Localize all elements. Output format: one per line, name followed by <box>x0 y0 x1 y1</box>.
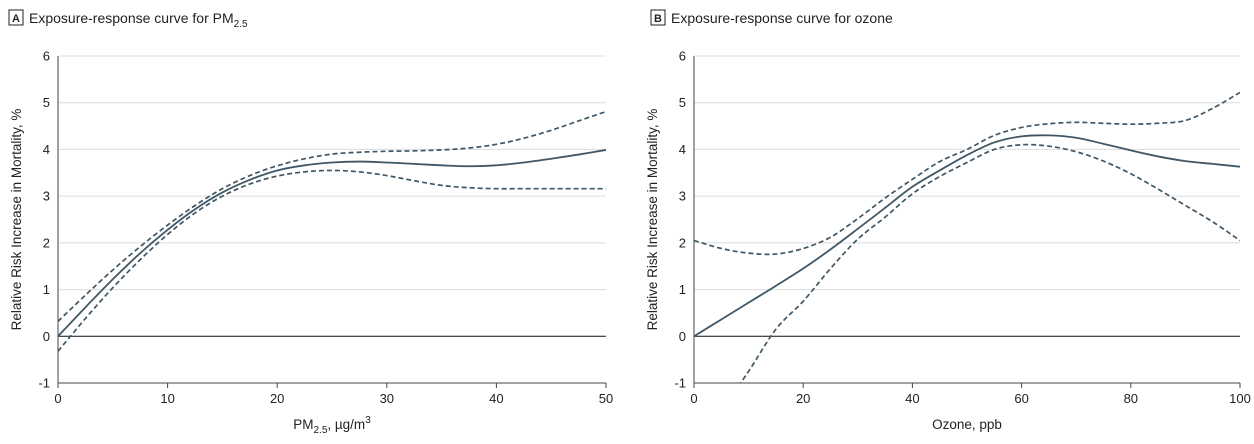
panel-b-grid <box>694 55 1240 337</box>
panel-b-upper-ci-line <box>694 91 1240 256</box>
panel-a-x-tick-label: 10 <box>160 391 174 406</box>
panel-b-title-main: Exposure-response curve for ozone <box>671 10 893 26</box>
panel-a-x-axis-label: PM2.5, µg/m3 <box>293 415 371 436</box>
panel-a-y-tick-label: 0 <box>43 329 50 344</box>
panel-a-upper-ci-line <box>58 110 606 322</box>
panel-b-y-tick-label: 6 <box>679 49 686 64</box>
panel-a-x-tick-label: 0 <box>54 391 61 406</box>
panel-a-title-main: Exposure-response curve for PM <box>29 10 234 26</box>
panel-a-x-tick-label: 30 <box>380 391 394 406</box>
panel-a-y-tick-label: 4 <box>43 142 50 157</box>
panel-a-header: A Exposure-response curve for PM2.5 <box>8 9 248 30</box>
panel-a-y-tick-label: 5 <box>43 95 50 110</box>
panel-b-x-tick-label: 40 <box>905 391 919 406</box>
panel-a-axes: -1 0 1 2 3 4 5 6 0 10 20 30 40 50 <box>38 49 613 407</box>
panel-a-x-label-pre: PM <box>293 417 313 432</box>
panel-a-y-tick-label: 2 <box>43 235 50 250</box>
panel-b-y-tick-label: -1 <box>674 376 686 391</box>
panel-a-lower-ci-line <box>58 169 606 352</box>
panel-b-y-tick-label: 4 <box>679 142 686 157</box>
panel-b-x-tick-label: 60 <box>1014 391 1028 406</box>
panel-a-y-tick-label: -1 <box>38 376 50 391</box>
panel-a-x-label-sup: 3 <box>365 415 371 426</box>
panel-a-title-sub: 2.5 <box>234 19 248 30</box>
panel-a-y-tick-label: 6 <box>43 49 50 64</box>
panel-a-x-label-sub: 2.5 <box>313 425 327 436</box>
panel-b-y-tick-label: 1 <box>679 282 686 297</box>
panel-a-estimate-line <box>58 149 606 337</box>
panel-a-plot: -1 0 1 2 3 4 5 6 0 10 20 30 40 50 Relative Risk Incre… <box>9 49 613 437</box>
panel-a-y-tick-label: 3 <box>43 189 50 204</box>
panel-b-letter: B <box>654 13 662 25</box>
panel-b-x-tick-label: 100 <box>1229 391 1251 406</box>
panel-a-x-tick-label: 20 <box>270 391 284 406</box>
panel-b-y-tick-label: 3 <box>679 189 686 204</box>
panel-b-letter-box <box>650 9 666 26</box>
panel-a-letter: A <box>12 13 20 25</box>
panel-a-series-area <box>58 110 606 352</box>
panel-b-x-axis-label: Ozone, ppb <box>932 417 1002 432</box>
panel-b-y-tick-label: 2 <box>679 235 686 250</box>
panel-b-x-tick-label: 20 <box>796 391 810 406</box>
panel-b-y-axis-label: Relative Risk Increase in Mortality, % <box>645 109 660 331</box>
panel-b-lower-ci-line <box>739 143 1240 383</box>
panel-a-y-tick-label: 1 <box>43 282 50 297</box>
panel-a-title: Exposure-response curve for PM2.5 <box>29 10 248 30</box>
panel-a-x-tick-label: 50 <box>599 391 613 406</box>
panel-b-title: Exposure-response curve for ozone <box>671 10 893 26</box>
panel-b-x-tick-label: 80 <box>1124 391 1138 406</box>
panel-b-estimate-line <box>694 134 1240 338</box>
panel-b-series-area <box>694 91 1240 383</box>
panel-a-x-tick-label: 40 <box>489 391 503 406</box>
panel-b-header: B Exposure-response curve for ozone <box>650 9 893 26</box>
panel-a-letter-box <box>8 9 24 26</box>
panel-a-y-axis-label: Relative Risk Increase in Mortality, % <box>9 109 24 331</box>
panel-b-x-tick-label: 0 <box>690 391 697 406</box>
panel-b-y-tick-label: 5 <box>679 95 686 110</box>
panel-a-grid <box>58 55 606 337</box>
panel-a-x-label-mid: , µg/m <box>327 417 365 432</box>
panel-b-y-tick-label: 0 <box>679 329 686 344</box>
